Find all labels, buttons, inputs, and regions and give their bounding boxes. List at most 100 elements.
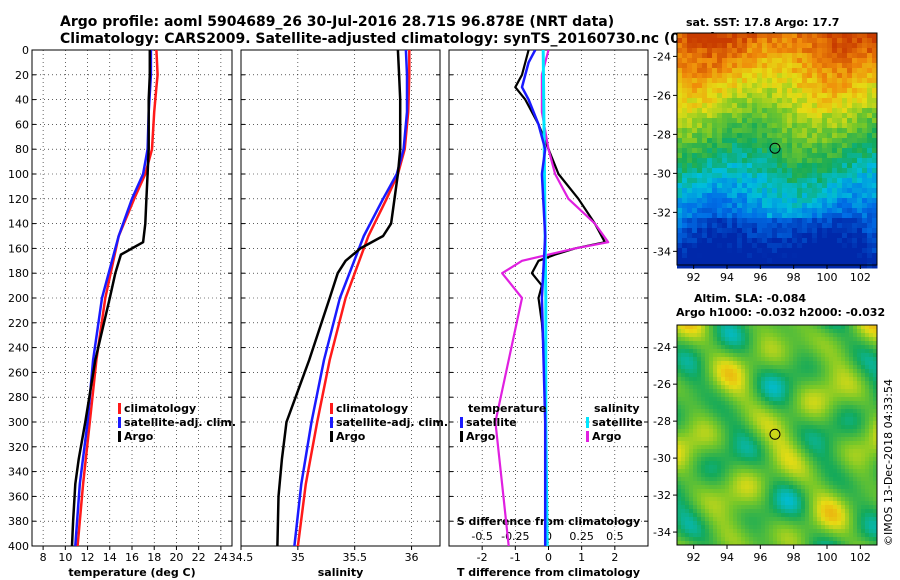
sla-map-xtick-label: 102 [850,551,871,564]
sst-map-ytick-label: -26 [653,89,671,102]
temperature-ytick-label: 400 [8,540,29,553]
difference-legend-sal-argo-label: Argo [592,430,622,443]
temperature-xtick-label: 20 [169,551,183,564]
sla-map-xtick-label: 100 [817,551,838,564]
sla-map-argo-marker [769,428,781,440]
difference-xtick-label: -2 [477,551,488,564]
difference-line-temperature-argo [514,50,607,546]
sst-map-ytick-label: -32 [653,206,671,219]
salinity-line-climatology [296,50,411,546]
sst-map-xtick-label: 98 [787,271,801,284]
sst-map-xtick-label: 94 [720,271,734,284]
temperature-ytick-label: 20 [15,69,29,82]
salinity-xtick-label: 34.5 [229,551,254,564]
temperature-ytick-label: 40 [15,94,29,107]
sst-map-ytick-label: -34 [653,245,671,258]
sla-map-xtick-label: 96 [753,551,767,564]
sst-map-panel: 92 94 96 98 100 102 -24 -26 -28 -30 -32 -34 [653,32,878,284]
sst-map-ytick-label: -30 [653,167,671,180]
temperature-xlabel: temperature (deg C) [68,566,195,579]
temperature-ytick-label: 60 [15,118,29,131]
temperature-ytick-label: 300 [8,416,29,429]
temperature-legend-0-swatch [118,403,121,414]
map-panels: 92 94 96 98 100 102 -24 -26 -28 -30 -32 -34 92 94 96 98… [653,32,878,564]
difference-legend-sal-satellite-swatch [586,417,589,428]
difference-xtick-label: 0 [545,551,552,564]
temperature-ytick-label: 360 [8,490,29,503]
difference-legend-temp-argo-swatch [460,431,463,442]
sla-map-frame [676,324,878,546]
difference-legend-temperature-title: temperature [468,402,546,415]
temperature-ytick-label: 380 [8,515,29,528]
figure-title-line2: Climatology: CARS2009. Satellite-adjuste… [60,31,778,47]
temperature-ytick-label: 320 [8,441,29,454]
temperature-ytick-label: 160 [8,242,29,255]
difference-legend-temp-satellite-swatch [460,417,463,428]
temperature-ytick-label: 100 [8,168,29,181]
temperature-ytick-label: 220 [8,317,29,330]
sst-map-argo-marker [769,142,781,154]
salinity-legend-0-swatch [330,403,333,414]
sla-map-ytick-label: -28 [653,415,671,428]
temperature-legend-0-label: climatology [124,402,196,415]
temperature-xtick-label: 24 [214,551,228,564]
temperature-xtick-label: 8 [40,551,47,564]
difference-xtick-label: 1 [578,551,585,564]
salinity-legend-1-swatch [330,417,333,428]
temperature-xtick-label: 10 [58,551,72,564]
sst-map-ytick-label: -28 [653,128,671,141]
sst-map-xtick-label: 100 [817,271,838,284]
difference-s-tick-label: -0.25 [501,530,529,543]
temperature-ytick-label: 340 [8,466,29,479]
sst-map-xtick-label: 102 [850,271,871,284]
difference-s-axis-label: S difference from climatology [457,515,641,528]
temperature-line-satellite-adj-clim- [74,50,153,546]
sla-map-panel: 92 94 96 98 100 102 -24 -26 -28 -30 -32 -34 [653,324,878,564]
temperature-ytick-label: 240 [8,342,29,355]
temperature-ytick-label: 200 [8,292,29,305]
sla-map-xtick-label: 92 [687,551,701,564]
salinity-xtick-label: 35 [291,551,305,564]
sst-map-title: sat. SST: 17.8 Argo: 17.7 [686,16,839,29]
sst-map-xtick-label: 96 [753,271,767,284]
difference-line-temperature-satellite [520,50,547,546]
salinity-legend-2-swatch [330,431,333,442]
difference-s-tick-label: 0.25 [569,530,594,543]
difference-legend-salinity-title: salinity [594,402,640,415]
salinity-legend-1-label: satellite-adj. clim. [336,416,448,429]
temperature-line-argo [70,50,152,546]
sst-map-frame [676,32,878,266]
salinity-legend-2-label: Argo [336,430,366,443]
temperature-xtick-label: 22 [192,551,206,564]
difference-legend-sal-argo-swatch [586,431,589,442]
difference-xlabel: T difference from climatology [457,566,640,579]
temperature-ytick-label: 80 [15,143,29,156]
sla-map-title-line2: Argo h1000: -0.032 h2000: -0.032 [676,306,885,319]
salinity-line-satellite-adj-clim- [293,50,409,546]
salinity-legend-0-label: climatology [336,402,408,415]
temperature-xtick-label: 14 [103,551,117,564]
sla-map-field [677,325,878,546]
temperature-ytick-label: 0 [22,44,29,57]
figure-title-line1: Argo profile: aoml 5904689_26 30-Jul-201… [60,14,614,30]
salinity-line-argo [276,50,402,546]
temperature-xtick-label: 16 [125,551,139,564]
temperature-ytick-label: 260 [8,366,29,379]
temperature-legend-1-swatch [118,417,121,428]
salinity-panel: 34.5 35 35.5 36 salinity climatologysatellite… [229,49,448,579]
difference-panel: -2 -1 0 1 2 T difference from climatology -0.5… [448,49,649,579]
temperature-ytick-label: 140 [8,218,29,231]
difference-legend-temp-argo-label: Argo [466,430,496,443]
difference-s-tick-label: -0.5 [471,530,492,543]
sla-map-ytick-label: -34 [653,526,671,539]
sst-map-xtick-label: 92 [687,271,701,284]
sla-map-ytick-label: -32 [653,489,671,502]
temperature-line-climatology [76,50,159,546]
difference-line-salinity-argo [494,50,610,546]
sla-map-title-line1: Altim. SLA: -0.084 [694,292,806,305]
difference-s-tick-label: 0.5 [606,530,624,543]
temperature-ytick-label: 120 [8,193,29,206]
temperature-legend-2-swatch [118,431,121,442]
salinity-xtick-label: 35.5 [342,551,367,564]
